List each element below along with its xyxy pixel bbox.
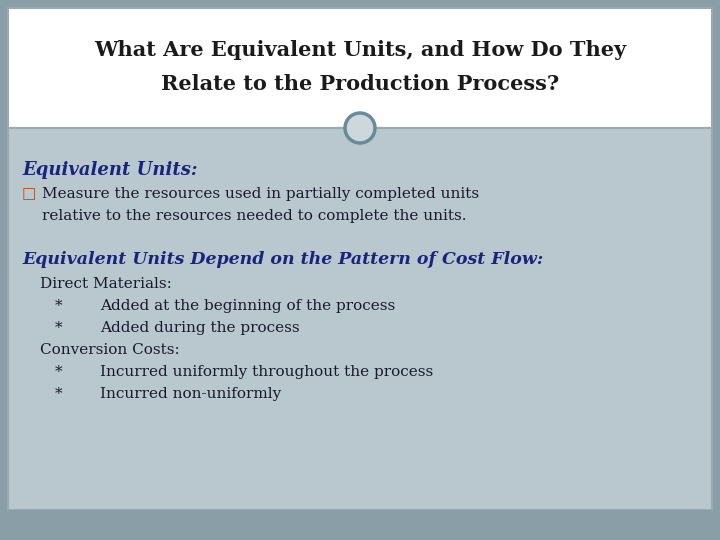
Text: Added during the process: Added during the process	[100, 321, 300, 335]
Text: Equivalent Units:: Equivalent Units:	[22, 161, 197, 179]
Text: *: *	[55, 299, 63, 313]
Text: Direct Materials:: Direct Materials:	[40, 277, 172, 291]
FancyBboxPatch shape	[8, 8, 712, 128]
Text: *: *	[55, 387, 63, 401]
Text: *: *	[55, 321, 63, 335]
Text: Incurred non-uniformly: Incurred non-uniformly	[100, 387, 282, 401]
Text: Incurred uniformly throughout the process: Incurred uniformly throughout the proces…	[100, 365, 433, 379]
Text: Relate to the Production Process?: Relate to the Production Process?	[161, 74, 559, 94]
Text: What Are Equivalent Units, and How Do They: What Are Equivalent Units, and How Do Th…	[94, 40, 626, 60]
Text: *: *	[55, 365, 63, 379]
FancyBboxPatch shape	[8, 128, 712, 510]
Text: Conversion Costs:: Conversion Costs:	[40, 343, 180, 357]
Text: □: □	[22, 187, 37, 201]
FancyBboxPatch shape	[8, 8, 712, 532]
Text: relative to the resources needed to complete the units.: relative to the resources needed to comp…	[42, 209, 467, 223]
FancyBboxPatch shape	[8, 510, 712, 532]
Circle shape	[345, 113, 375, 143]
Text: Equivalent Units Depend on the Pattern of Cost Flow:: Equivalent Units Depend on the Pattern o…	[22, 251, 544, 268]
Text: Measure the resources used in partially completed units: Measure the resources used in partially …	[42, 187, 479, 201]
Text: Added at the beginning of the process: Added at the beginning of the process	[100, 299, 395, 313]
